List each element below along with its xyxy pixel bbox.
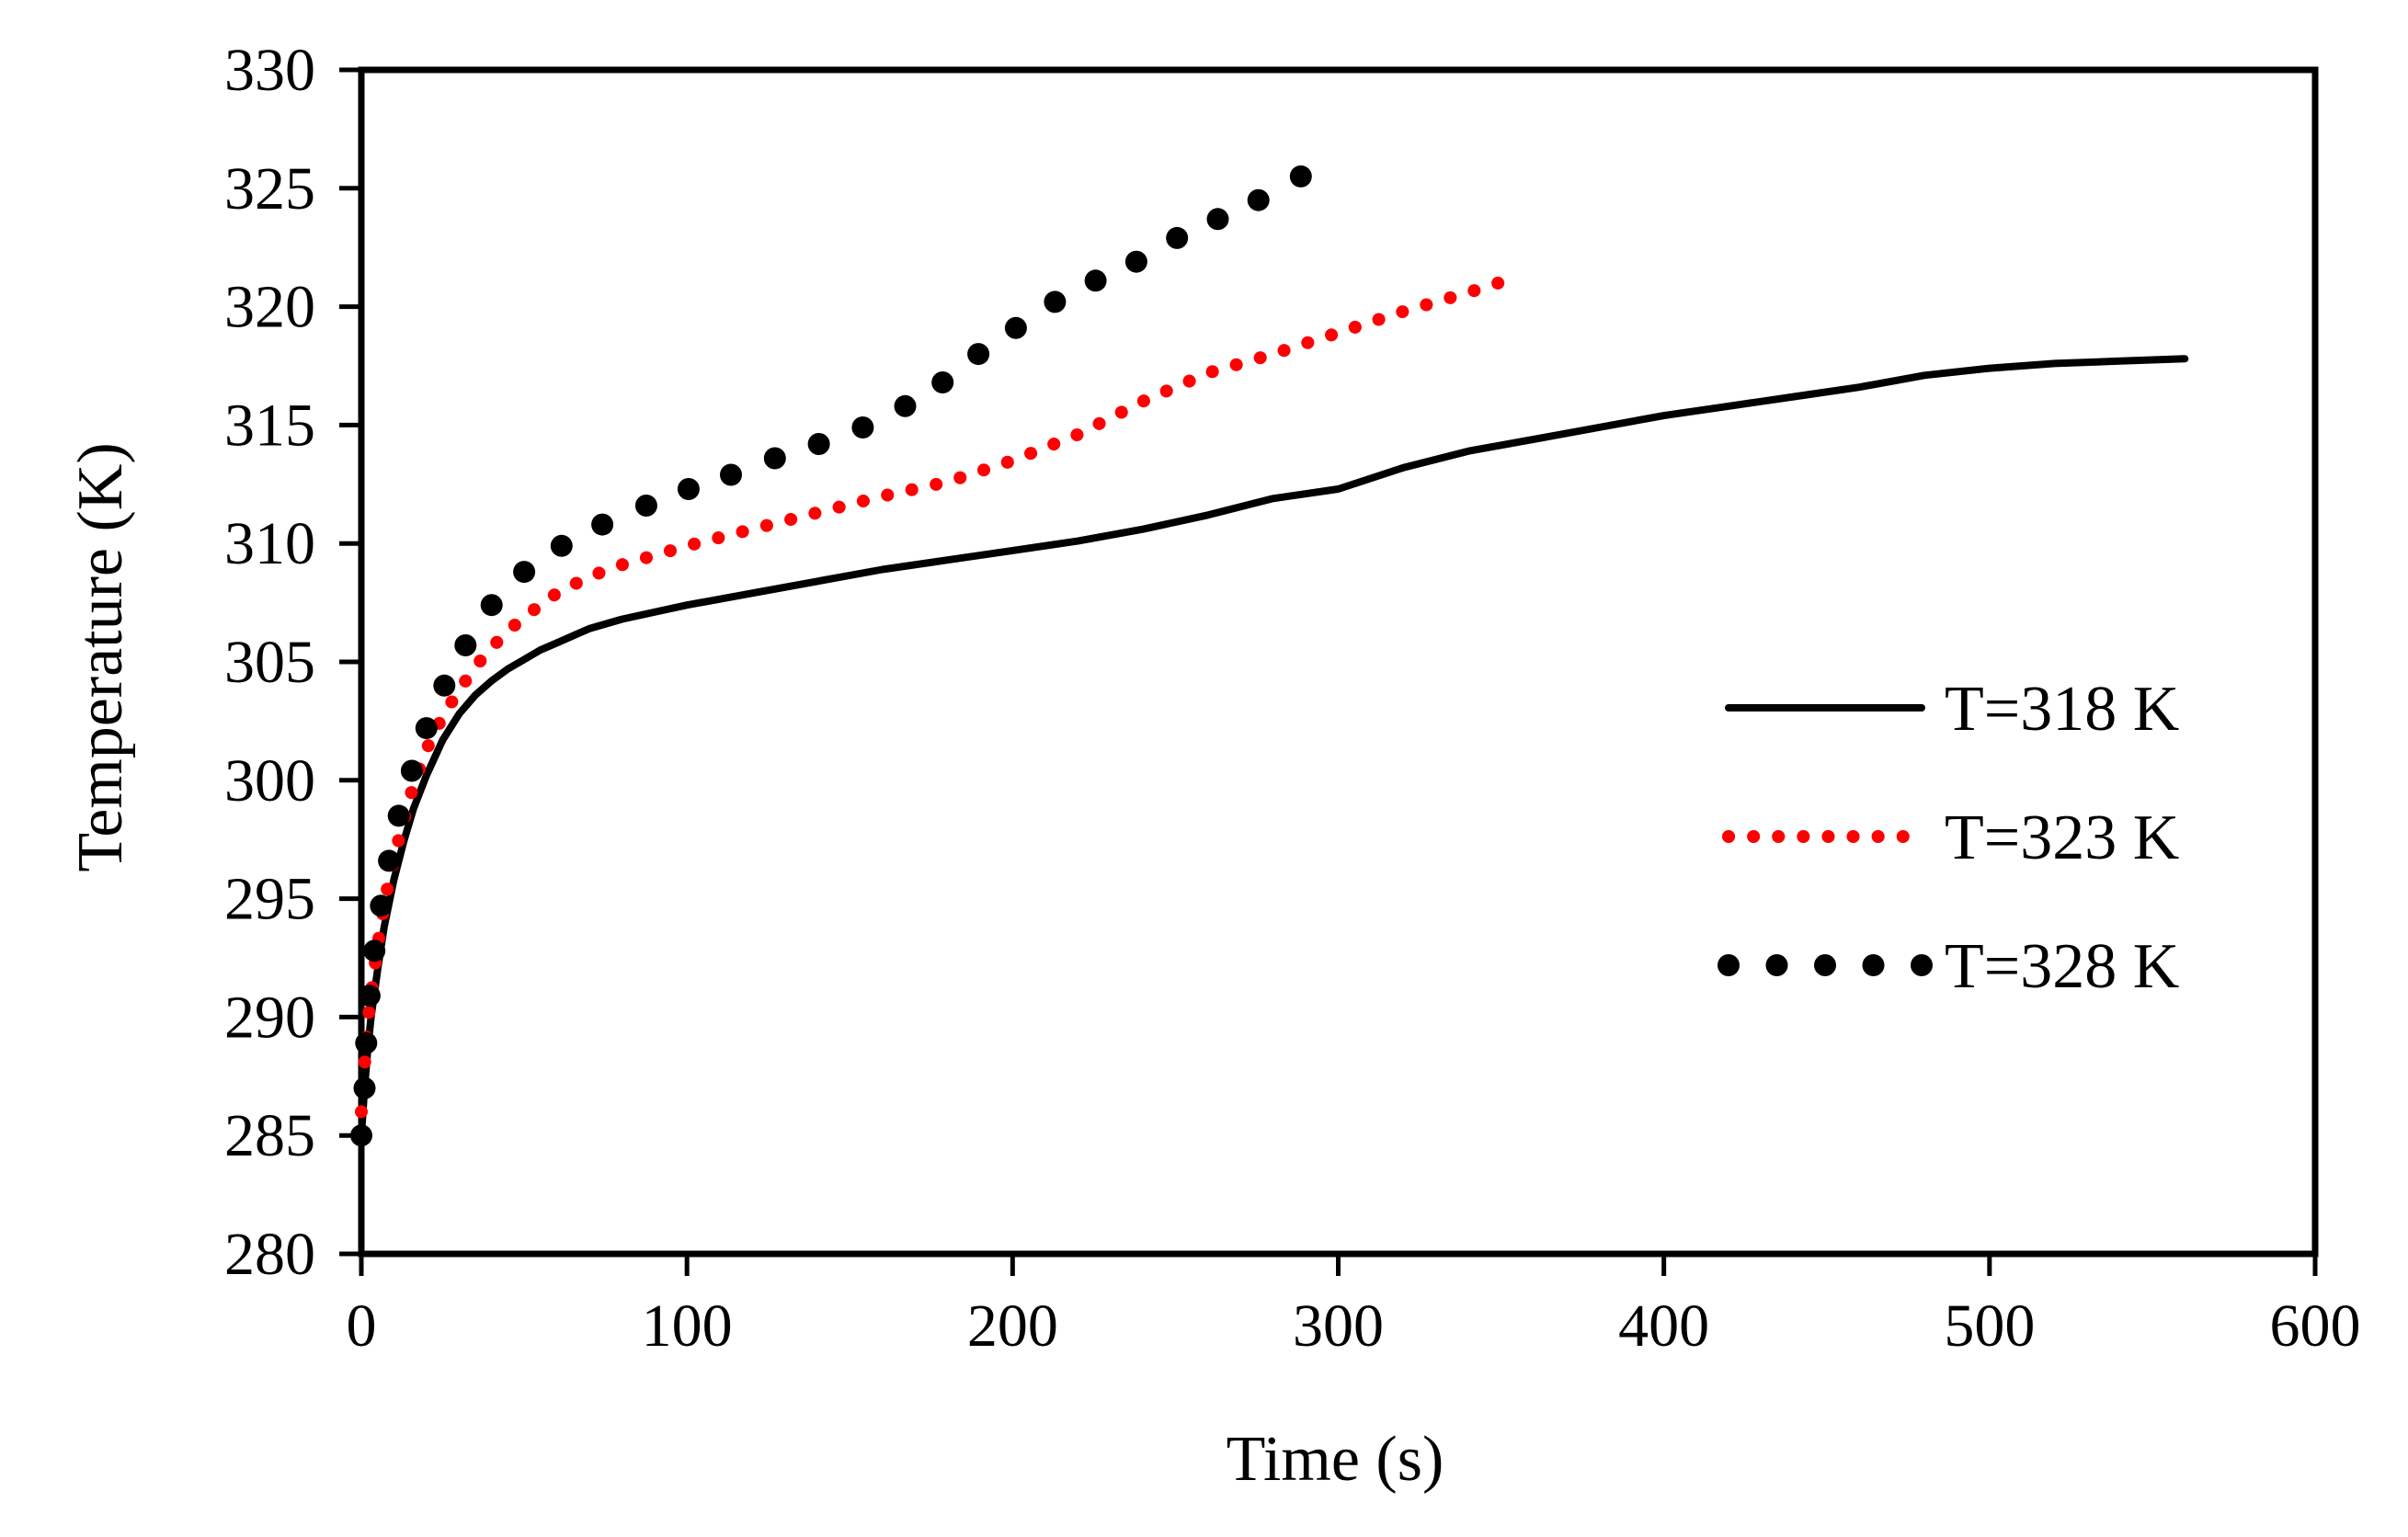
y-tick-label-300: 300: [224, 747, 315, 814]
data-point-328K-22: [894, 394, 917, 417]
data-point-328K-11: [454, 634, 477, 656]
data-point-328K-13: [513, 561, 536, 584]
data-point-328K-2: [355, 1031, 378, 1054]
y-tick-label-315: 315: [224, 392, 315, 459]
data-point-328K-18: [720, 463, 742, 486]
axes: 280 285 290 295 300 305 310 315 320 325 330 0 100 200…: [224, 37, 2361, 1360]
data-point-328K-21: [851, 416, 874, 438]
data-point-328K-3: [358, 985, 381, 1008]
series-2: [355, 269, 1527, 1119]
data-point-328K-14: [550, 534, 573, 557]
x-tick-label-400: 400: [1618, 1292, 1709, 1360]
data-point-328K-10: [433, 674, 456, 697]
y-tick-label-280: 280: [224, 1221, 315, 1288]
y-axis-title: Temperature (K): [65, 442, 136, 871]
data-point-328K-6: [378, 849, 401, 872]
data-point-328K-16: [634, 495, 657, 517]
data-point-328K-32: [1289, 165, 1312, 188]
data-point-328K-26: [1044, 290, 1067, 313]
y-tick-label-290: 290: [224, 984, 315, 1051]
y-tick-label-295: 295: [224, 866, 315, 933]
legend: T=318 K T=323 K T=328 K: [1718, 674, 2179, 1002]
data-point-328K-8: [400, 759, 423, 782]
y-tick-label-330: 330: [224, 37, 315, 104]
legend-swatch-dot-1: [1765, 954, 1788, 976]
series-line-318K: [358, 355, 2189, 1140]
data-point-328K-5: [370, 894, 393, 917]
data-point-328K-29: [1166, 226, 1189, 249]
x-axis-title: Time (s): [1227, 1424, 1444, 1495]
data-point-328K-0: [350, 1124, 372, 1147]
series-1: [358, 355, 2189, 1140]
x-tick-label-0: 0: [347, 1292, 377, 1360]
series-dotted-line-323K: [355, 269, 1527, 1119]
legend-label-2: T=323 K: [1945, 803, 2179, 873]
legend-swatch-dot-4: [1911, 954, 1933, 976]
data-point-328K-27: [1084, 269, 1107, 292]
y-tick-label-285: 285: [224, 1102, 315, 1169]
y-tick-label-305: 305: [224, 629, 315, 696]
series-3: [350, 165, 1312, 1147]
plot-area: [358, 66, 2319, 1258]
data-point-328K-4: [363, 939, 386, 962]
data-point-328K-1: [353, 1076, 376, 1099]
legend-entry-1: T=318 K: [1725, 674, 2179, 745]
legend-swatch-dot-3: [1862, 954, 1885, 976]
plot-frame: [358, 66, 2319, 1258]
data-point-328K-9: [415, 717, 438, 740]
data-point-328K-19: [763, 447, 786, 470]
data-point-328K-20: [807, 433, 830, 455]
x-tick-label-200: 200: [967, 1292, 1058, 1360]
data-point-328K-31: [1247, 188, 1270, 211]
data-point-328K-7: [387, 804, 410, 827]
x-tick-label-300: 300: [1293, 1292, 1384, 1360]
legend-entry-3: T=328 K: [1718, 931, 2179, 1002]
data-point-328K-23: [931, 371, 954, 393]
data-point-328K-28: [1124, 250, 1147, 273]
legend-label-3: T=328 K: [1945, 931, 2179, 1002]
x-tick-label-500: 500: [1944, 1292, 2035, 1360]
x-tick-label-100: 100: [642, 1292, 733, 1360]
series-layer: [350, 165, 2189, 1147]
legend-entry-2: T=323 K: [1722, 803, 2179, 873]
data-point-328K-12: [480, 594, 503, 617]
legend-label-1: T=318 K: [1945, 674, 2179, 745]
data-point-328K-15: [591, 513, 614, 536]
y-tick-label-325: 325: [224, 155, 315, 222]
data-point-328K-24: [967, 343, 990, 366]
legend-swatch-dot-0: [1718, 954, 1740, 976]
data-point-328K-30: [1206, 208, 1229, 231]
data-point-328K-17: [677, 478, 700, 500]
y-tick-label-310: 310: [224, 510, 315, 577]
y-tick-label-320: 320: [224, 274, 315, 341]
legend-swatch-dot-2: [1814, 954, 1836, 976]
data-point-328K-25: [1004, 316, 1027, 339]
x-tick-label-600: 600: [2270, 1292, 2361, 1360]
